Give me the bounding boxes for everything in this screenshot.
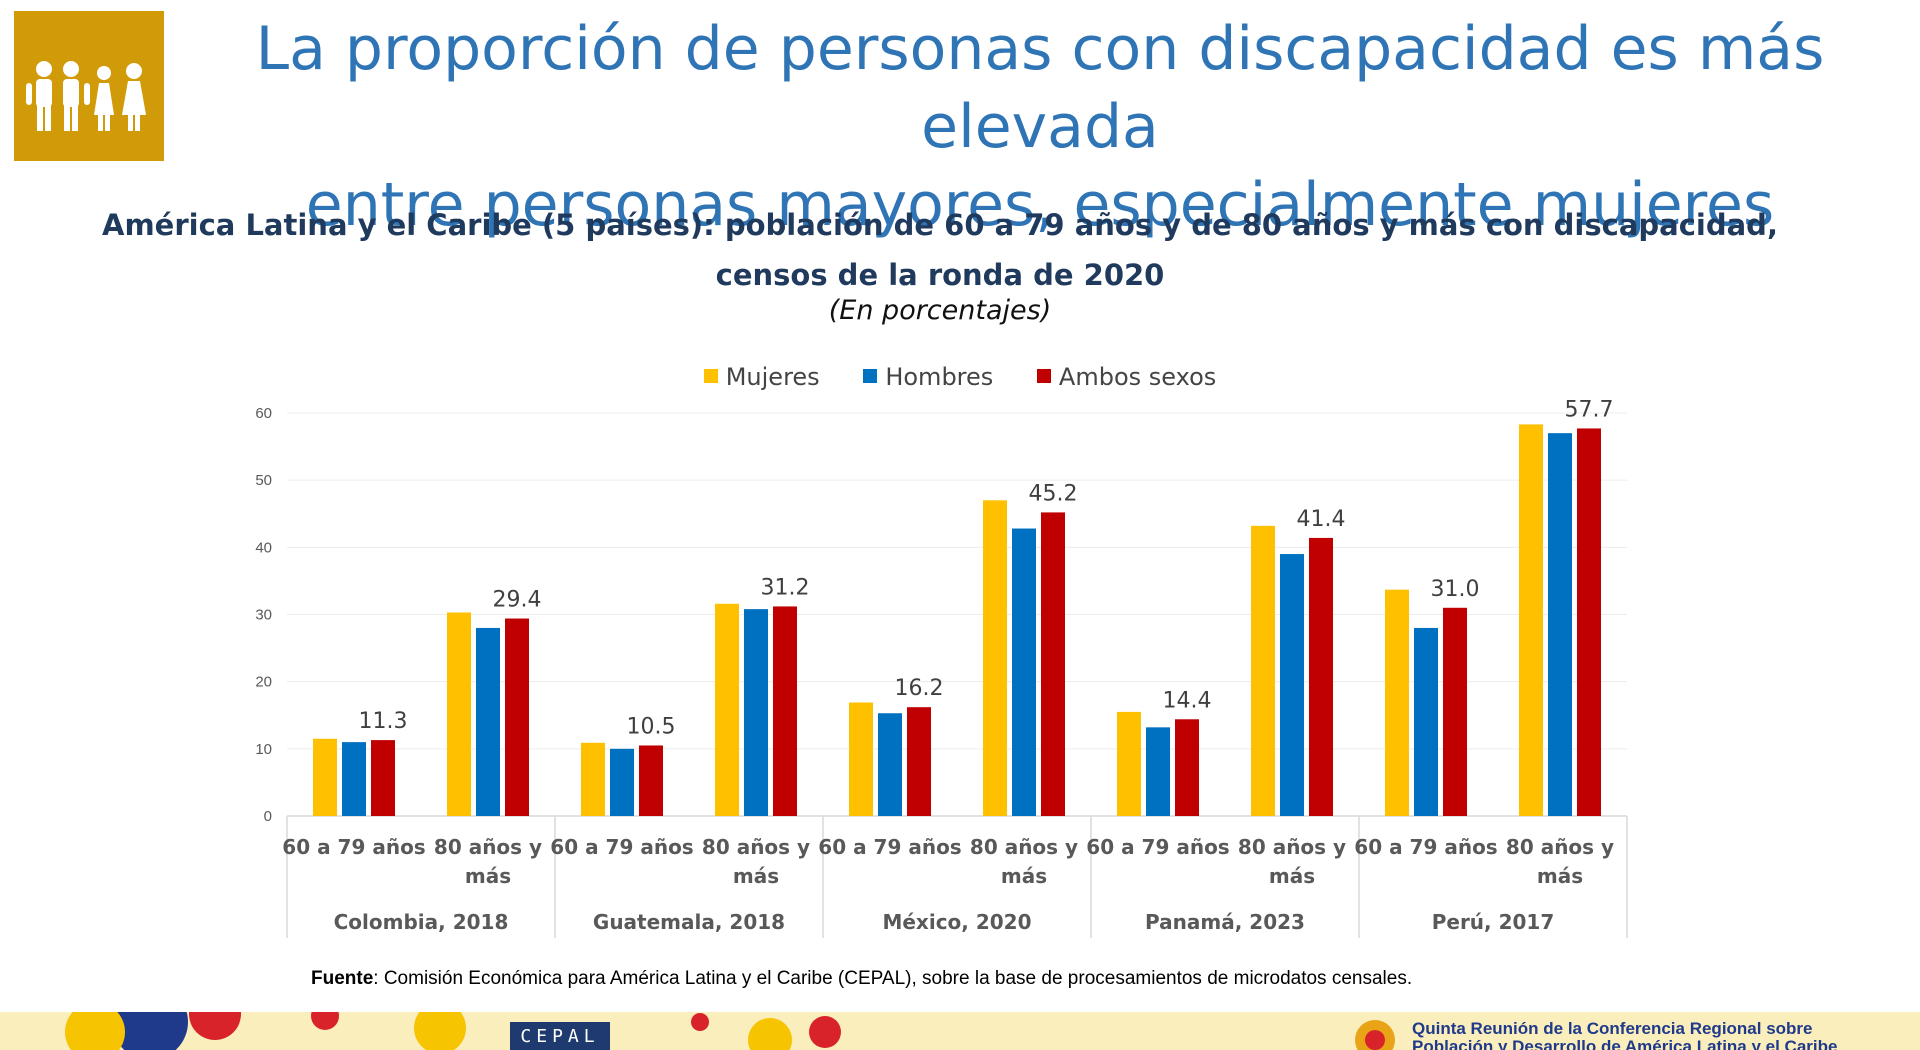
slide-title-line2: entre personas mayores, especialmente mu… [305,170,1775,240]
group-label: Perú, 2017 [1432,910,1555,934]
bar [1548,433,1572,816]
conference-name: Quinta Reunión de la Conferencia Regiona… [1412,1020,1837,1050]
y-tick-label: 50 [255,472,272,489]
bar [342,742,366,816]
x-tick-label: 80 años y [702,835,810,859]
x-tick-label: 60 a 79 años [1354,835,1497,859]
x-tick-label: 80 años y [434,835,542,859]
bar [983,500,1007,816]
group-label: Guatemala, 2018 [593,910,785,934]
bar [581,742,605,816]
data-label: 29.4 [493,588,542,613]
bar [1251,525,1275,816]
cepal-logo: CEPAL [510,1022,610,1050]
source-label: Fuente [311,968,374,989]
bar-chart: 0 10 20 30 40 50 60 11.3 60 a 79 años 29.4 80 años… [255,397,1628,938]
data-label: 11.3 [359,709,408,734]
legend-item-hombres: Hombres [863,363,993,391]
bar [1414,627,1438,816]
data-label: 14.4 [1163,688,1212,713]
group-label: Colombia, 2018 [334,910,509,934]
x-tick-label: 80 años y [1238,835,1346,859]
legend-swatch-ambos [1036,369,1051,383]
legend-label-ambos: Ambos sexos [1058,363,1217,391]
footer-banner: CEPAL Quinta Reunión de la Conferencia R… [0,1012,1920,1050]
people-group-icon [26,61,146,131]
legend-label-mujeres: Mujeres [725,363,820,391]
bar [610,748,634,816]
data-label: 10.5 [627,714,676,739]
slide-title-line1: La proporción de personas con discapacid… [255,14,1825,162]
bar [1443,607,1467,816]
chart-title-line1: América Latina y el Caribe (5 países): p… [102,208,1778,242]
slide-title: La proporción de personas con discapacid… [180,10,1900,244]
y-tick-label: 20 [255,674,272,691]
chart-legend: Mujeres Hombres Ambos sexos [0,363,1920,391]
bar [1309,537,1333,816]
legend-swatch-mujeres [703,369,718,383]
bar [1385,589,1409,816]
conference-line1: Quinta Reunión de la Conferencia Regiona… [1412,1019,1813,1038]
sdg-logo [14,11,164,161]
bar [773,606,797,816]
legend-item-mujeres: Mujeres [703,363,820,391]
bar [744,609,768,816]
group-label: México, 2020 [882,910,1031,934]
x-tick-label-line2: más [465,864,511,888]
legend-swatch-hombres [863,369,878,383]
source-text: : Comisión Económica para América Latina… [373,968,1413,989]
bar [907,707,931,816]
bar [505,618,529,816]
bar [447,612,471,816]
y-tick-label: 60 [255,405,272,422]
bar [1117,711,1141,816]
x-tick-label: 60 a 79 años [282,835,425,859]
bar [1280,554,1304,816]
x-tick-label: 60 a 79 años [550,835,693,859]
y-tick-label: 0 [264,808,272,825]
chart-units: (En porcentajes) [828,295,1052,326]
bar [715,603,739,816]
legend-label-hombres: Hombres [885,363,994,391]
bar [878,713,902,816]
x-tick-label-line2: más [1001,864,1047,888]
y-tick-label: 30 [255,607,272,624]
x-tick-label: 60 a 79 años [818,835,961,859]
data-label: 41.4 [1297,507,1346,532]
group-label: Panamá, 2023 [1145,910,1305,934]
bar [1041,512,1065,816]
legend-item-ambos: Ambos sexos [1036,363,1217,391]
x-tick-label: 80 años y [1506,835,1614,859]
bar [1012,528,1036,816]
bar [1146,727,1170,816]
x-tick-label-line2: más [733,864,779,888]
x-tick-label: 60 a 79 años [1086,835,1229,859]
bar [1175,719,1199,816]
x-tick-label: 80 años y [970,835,1078,859]
data-label: 31.0 [1431,577,1480,602]
bar [849,702,873,816]
x-tick-label-line2: más [1269,864,1315,888]
bar [1519,424,1543,816]
conference-line2: Población y Desarrollo de América Latina… [1412,1037,1838,1050]
data-label: 45.2 [1029,481,1078,506]
bar [313,738,337,816]
chart-title-line2: censos de la ronda de 2020 [715,258,1165,292]
bar [476,627,500,816]
bar [1577,428,1601,816]
x-tick-label-line2: más [1537,864,1583,888]
data-label: 16.2 [895,676,944,701]
data-label: 57.7 [1565,397,1614,422]
bar [639,745,663,816]
source-note: Fuente: Comisión Económica para América … [311,968,1412,990]
bar [371,740,395,816]
data-label: 31.2 [761,575,810,600]
y-tick-label: 10 [255,741,272,758]
chart-title: América Latina y el Caribe (5 países): p… [80,200,1800,300]
footer-decoration [65,1012,1395,1050]
y-tick-label: 40 [255,539,272,556]
